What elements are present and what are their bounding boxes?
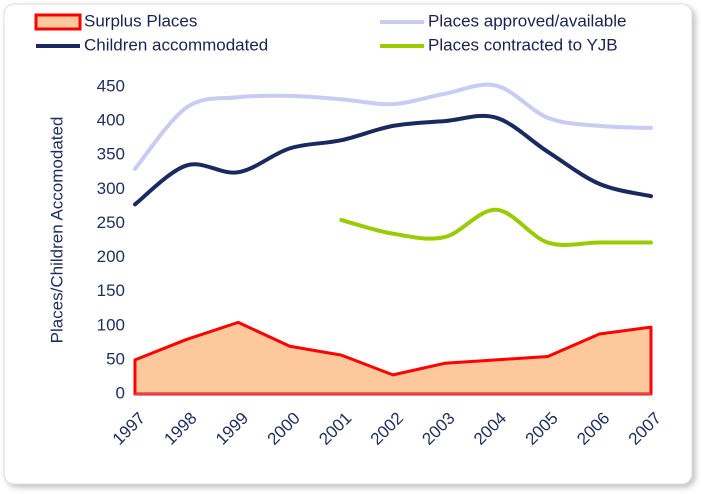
surplus-area — [133, 320, 653, 396]
series-line — [133, 113, 653, 207]
legend-label: Places approved/available — [428, 11, 626, 30]
y-tick-label: 100 — [97, 315, 125, 334]
legend-label: Surplus Places — [84, 11, 197, 30]
y-tick-label: 300 — [97, 179, 125, 198]
legend-label: Places contracted to YJB — [428, 35, 618, 54]
y-tick-label: 250 — [97, 213, 125, 232]
legend-swatch — [34, 13, 82, 31]
y-tick-label: 150 — [97, 281, 125, 300]
y-tick-label: 0 — [116, 383, 125, 402]
legend-label: Children accommodated — [84, 35, 268, 54]
series-line — [339, 207, 653, 247]
y-tick-label: 200 — [97, 247, 125, 266]
y-axis-label: Places/Children Accomodated — [47, 117, 66, 344]
series-line — [133, 82, 653, 171]
y-tick-label: 450 — [97, 76, 125, 95]
y-tick-label: 350 — [97, 145, 125, 164]
y-tick-label: 50 — [106, 349, 125, 368]
y-tick-label: 400 — [97, 111, 125, 130]
